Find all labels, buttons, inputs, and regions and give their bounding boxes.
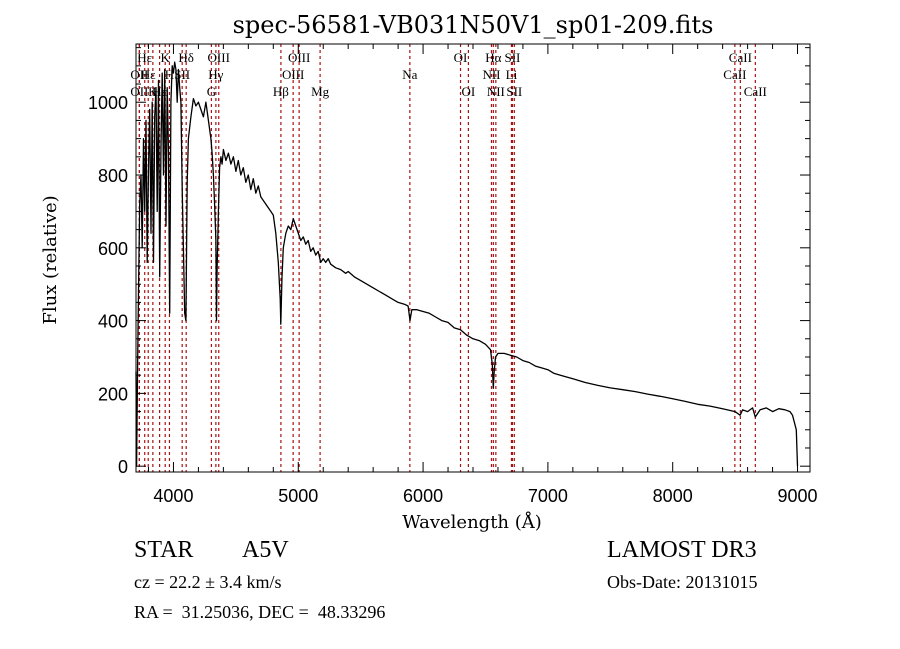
marker-label: OII <box>130 67 148 82</box>
marker-label: CaII <box>744 84 767 99</box>
obs-date: Obs-Date: 20131015 <box>607 572 758 592</box>
marker-label: Hβ <box>273 84 289 99</box>
marker-label: OI <box>454 50 468 65</box>
marker-label: OI <box>462 84 476 99</box>
marker-label: Mg <box>311 84 330 99</box>
x-axis-label: Wavelength (Å) <box>402 511 542 533</box>
x-tick-label: 6000 <box>403 486 443 506</box>
marker-label: K <box>161 50 171 65</box>
marker-label: NII <box>482 67 500 82</box>
plot-frame <box>135 43 811 473</box>
x-tick-label: 8000 <box>653 486 693 506</box>
marker-label: CaII <box>723 67 746 82</box>
marker-label: Li <box>506 67 518 82</box>
marker-label: OII <box>130 84 148 99</box>
object-class: STAR <box>134 537 194 563</box>
y-tick-label: 0 <box>118 457 128 477</box>
y-axis-label: Flux (relative) <box>40 195 61 324</box>
marker-label: OIII <box>208 50 230 65</box>
x-axis: 4000 5000 6000 7000 8000 9000 <box>147 44 818 506</box>
marker-label: Hε <box>141 67 156 82</box>
y-tick-label: 400 <box>98 312 128 332</box>
x-tick-label: 7000 <box>528 486 568 506</box>
coordinates: RA = 31.25036, DEC = 48.33296 <box>134 602 386 622</box>
marker-label: K <box>148 84 158 99</box>
marker-label: SII <box>504 50 520 65</box>
marker-label: Hε <box>137 50 152 65</box>
marker-label: OIII <box>288 50 310 65</box>
survey-label: LAMOST DR3 <box>607 537 757 563</box>
marker-label: NII <box>487 84 505 99</box>
marker-label: G <box>207 84 216 99</box>
marker-label: OIII <box>282 67 304 82</box>
y-tick-label: 800 <box>98 166 128 186</box>
marker-label: H <box>165 67 174 82</box>
marker-label: Hδ <box>178 50 194 65</box>
line-markers <box>138 44 756 472</box>
marker-label: Hγ <box>208 67 223 82</box>
y-axis: 0 200 400 600 800 1000 <box>88 47 810 477</box>
redshift-text: cz = 22.2 ± 3.4 km/s <box>134 572 282 592</box>
marker-label: Na <box>402 67 417 82</box>
spectrum-line <box>135 61 799 467</box>
subclass: A5V <box>242 537 289 563</box>
x-tick-label: 5000 <box>278 486 318 506</box>
marker-label: Hα <box>485 50 501 65</box>
y-tick-label: 600 <box>98 239 128 259</box>
y-tick-label: 1000 <box>88 93 128 113</box>
chart-title: spec-56581-VB031N50V1_sp01-209.fits <box>233 11 714 39</box>
x-tick-label: 4000 <box>153 486 193 506</box>
marker-label: SII <box>506 84 522 99</box>
marker-label: CaII <box>729 50 752 65</box>
x-tick-label: 9000 <box>777 486 817 506</box>
y-tick-label: 200 <box>98 384 128 404</box>
